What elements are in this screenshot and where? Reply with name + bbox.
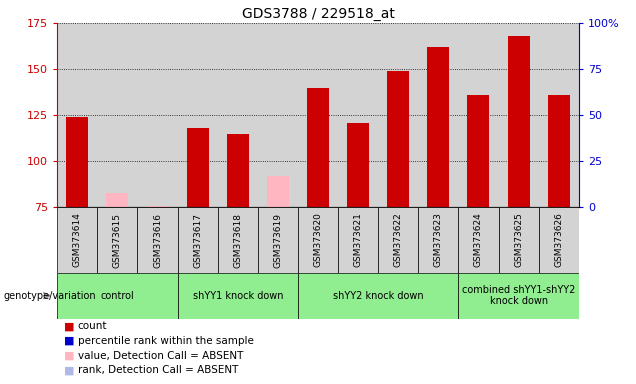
- Bar: [186, 128, 209, 207]
- Bar: [106, 193, 128, 207]
- Text: ■: ■: [64, 336, 74, 346]
- Bar: [338, 207, 378, 273]
- Text: ■: ■: [64, 365, 74, 375]
- Text: percentile rank within the sample: percentile rank within the sample: [78, 336, 254, 346]
- Bar: [298, 207, 338, 273]
- Text: GSM373625: GSM373625: [514, 213, 523, 267]
- Bar: [177, 207, 218, 273]
- Bar: [347, 122, 369, 207]
- Text: GSM373622: GSM373622: [394, 213, 403, 267]
- Bar: [258, 207, 298, 273]
- Text: value, Detection Call = ABSENT: value, Detection Call = ABSENT: [78, 351, 243, 361]
- Bar: [459, 207, 499, 273]
- Text: ■: ■: [64, 321, 74, 331]
- Text: ■: ■: [64, 351, 74, 361]
- Bar: [177, 273, 298, 319]
- Bar: [378, 207, 418, 273]
- Text: GSM373616: GSM373616: [153, 212, 162, 268]
- Text: combined shYY1-shYY2
knock down: combined shYY1-shYY2 knock down: [462, 285, 576, 306]
- Text: GSM373618: GSM373618: [233, 212, 242, 268]
- Title: GDS3788 / 229518_at: GDS3788 / 229518_at: [242, 7, 394, 21]
- Bar: [418, 207, 459, 273]
- Text: count: count: [78, 321, 107, 331]
- Text: GSM373624: GSM373624: [474, 213, 483, 267]
- Bar: [387, 71, 410, 207]
- Bar: [508, 36, 530, 207]
- Bar: [218, 207, 258, 273]
- Text: GSM373617: GSM373617: [193, 212, 202, 268]
- Text: GSM373620: GSM373620: [314, 213, 322, 267]
- Bar: [57, 207, 97, 273]
- Text: genotype/variation: genotype/variation: [3, 291, 96, 301]
- Bar: [499, 207, 539, 273]
- Bar: [298, 273, 459, 319]
- Bar: [307, 88, 329, 207]
- Text: shYY2 knock down: shYY2 knock down: [333, 291, 424, 301]
- Bar: [539, 207, 579, 273]
- Bar: [427, 47, 450, 207]
- Text: GSM373615: GSM373615: [113, 212, 122, 268]
- Text: control: control: [100, 291, 134, 301]
- Text: GSM373614: GSM373614: [73, 213, 82, 267]
- Text: GSM373621: GSM373621: [354, 213, 363, 267]
- Text: rank, Detection Call = ABSENT: rank, Detection Call = ABSENT: [78, 365, 238, 375]
- Bar: [66, 117, 88, 207]
- Bar: [548, 95, 570, 207]
- Bar: [467, 95, 490, 207]
- Bar: [137, 207, 177, 273]
- Text: GSM373626: GSM373626: [554, 213, 563, 267]
- Bar: [146, 205, 169, 207]
- Bar: [57, 273, 177, 319]
- Text: GSM373623: GSM373623: [434, 213, 443, 267]
- Bar: [227, 134, 249, 207]
- Text: shYY1 knock down: shYY1 knock down: [193, 291, 283, 301]
- Text: GSM373619: GSM373619: [273, 212, 282, 268]
- Bar: [267, 176, 289, 207]
- Bar: [459, 273, 579, 319]
- Bar: [97, 207, 137, 273]
